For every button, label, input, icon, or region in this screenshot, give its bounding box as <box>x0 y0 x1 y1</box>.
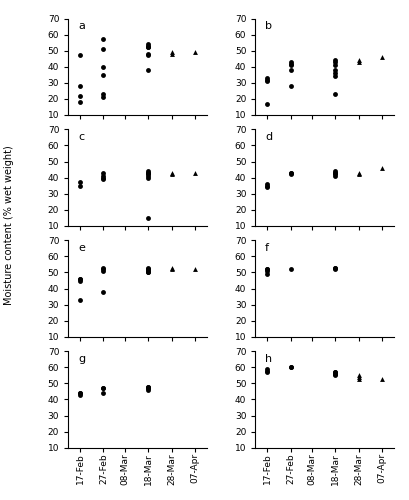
Text: d: d <box>265 132 272 142</box>
Text: c: c <box>78 132 84 142</box>
Text: h: h <box>265 354 272 364</box>
Text: g: g <box>78 354 85 364</box>
Text: b: b <box>265 22 272 32</box>
Text: f: f <box>265 243 269 253</box>
Text: Moisture content (% wet weight): Moisture content (% wet weight) <box>4 145 14 305</box>
Text: e: e <box>78 243 85 253</box>
Text: a: a <box>78 22 85 32</box>
